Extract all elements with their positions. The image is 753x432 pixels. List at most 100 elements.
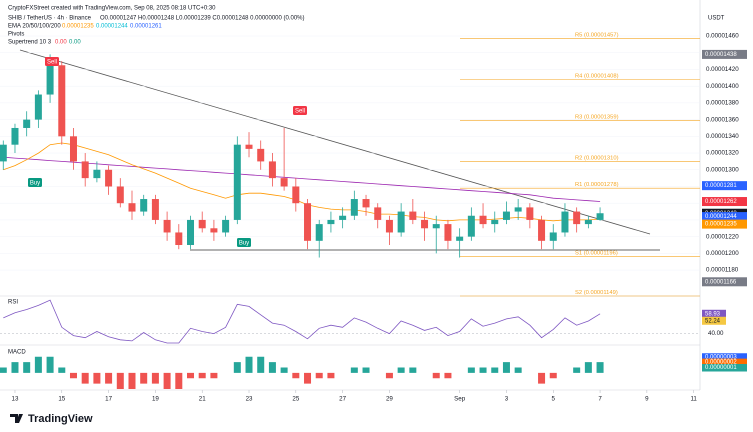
macd-bar (210, 372, 218, 379)
x-tick-label: 9 (645, 396, 649, 403)
candle-body (46, 65, 54, 95)
signal-badge (28, 178, 42, 187)
ema-value: 0.00001244 (96, 24, 128, 30)
price-badge-label: 0.00001244 (705, 214, 737, 220)
y-tick-label: 0.00001420 (706, 66, 739, 73)
candle-body (385, 219, 393, 233)
macd-bar (198, 372, 206, 379)
macd-bar (479, 367, 487, 373)
candle-body (538, 219, 546, 241)
macd-bar (315, 372, 323, 379)
rsi-line (3, 299, 601, 344)
pivot-label: R1 (0.00001278) (575, 182, 619, 188)
candle-body (549, 232, 557, 241)
price-badge (702, 49, 747, 59)
ohlc: O0.00001247 H0.00001248 L0.00001239 C0.0… (100, 16, 305, 22)
supertrend-value: 0.00 (55, 40, 67, 46)
macd-bar (175, 372, 183, 389)
pivot-label: R3 (0.00001359) (575, 114, 619, 120)
macd-bar (0, 367, 7, 373)
candle-body (81, 161, 89, 179)
signal-label: Buy (30, 181, 40, 187)
candle-body (421, 219, 429, 229)
x-tick-label: 19 (152, 396, 159, 403)
candle-body (128, 203, 136, 212)
symbol: SHIB / TetherUS · 4h · Binance (8, 16, 92, 22)
macd-bar (187, 372, 195, 379)
macd-bar (491, 367, 499, 373)
x-tick-label: 11 (690, 396, 697, 403)
y-tick-label: 0.00001220 (706, 233, 739, 240)
macd-bar (584, 362, 592, 373)
candle-body (34, 94, 42, 120)
candle-body (584, 219, 592, 225)
price-badge (702, 181, 747, 191)
candle-body (140, 199, 148, 212)
macd-bar (304, 372, 312, 384)
candle-body (596, 213, 604, 220)
macd-bar (467, 367, 475, 373)
x-tick-label: 15 (58, 396, 65, 403)
x-tick-label: 21 (199, 396, 206, 403)
y-tick-label: 0.00001340 (706, 133, 739, 140)
ema-line (3, 142, 601, 222)
candle-body (257, 148, 265, 162)
macd-bar (140, 372, 148, 384)
macd-badge-label: 0.00000002 (705, 360, 737, 366)
candle-body (233, 144, 241, 220)
price-badge (702, 212, 747, 222)
price-badge-label: 0.00001262 (705, 199, 737, 205)
candle-body (514, 207, 522, 212)
candle-body (304, 203, 312, 241)
logo (10, 414, 23, 423)
macd-badge (702, 364, 747, 372)
candle-body (198, 219, 206, 229)
candle-body (573, 211, 581, 225)
candle-body (175, 232, 183, 246)
candle-body (315, 224, 323, 241)
candle-body (151, 199, 159, 220)
candle-body (0, 144, 7, 162)
x-tick-label: Sep (454, 396, 466, 403)
price-badge (702, 277, 747, 287)
macd-bar (257, 356, 265, 373)
candle-body (444, 224, 452, 241)
y-tick-label: 0.00001460 (706, 33, 739, 40)
supertrend-title: Supertrend 10 3 (8, 40, 52, 46)
candle-body (268, 161, 276, 179)
macd-bar (93, 372, 101, 384)
brand: TradingView (28, 413, 93, 425)
macd-bar (58, 367, 66, 373)
x-tick-label: 23 (246, 396, 253, 403)
y-tick-label: 0.00001360 (706, 116, 739, 123)
rsi-badge-label: 58.93 (705, 311, 721, 317)
macd-bar (397, 367, 405, 373)
candle-body (116, 186, 124, 204)
candle-body (479, 215, 487, 225)
macd-bar (34, 356, 42, 373)
price-badge-label: 0.00001235 (705, 222, 737, 228)
macd-bar (444, 372, 452, 379)
signal-label: Sell (295, 109, 305, 115)
candle-body (280, 178, 288, 187)
x-tick-label: 3 (505, 396, 509, 403)
candle-body (374, 207, 382, 220)
signal-badge (237, 238, 251, 247)
candle-body (23, 119, 31, 128)
candle-body (502, 211, 510, 220)
macd-badge (702, 358, 747, 367)
macd-bar (549, 372, 557, 379)
macd-bar (163, 372, 171, 389)
supertrend-value: 0.00 (69, 40, 81, 46)
price-badge-label: 0.00001166 (705, 279, 737, 285)
macd-bar (292, 372, 300, 379)
x-tick-label: 29 (386, 396, 393, 403)
candle-body (327, 219, 335, 225)
macd-bar (514, 367, 522, 373)
candle-body (409, 211, 417, 220)
macd-bar (105, 372, 113, 384)
macd-bar (362, 367, 370, 373)
candle-body (105, 169, 113, 187)
y-tick-label: 0.00001380 (706, 100, 739, 107)
macd-bar (280, 367, 288, 373)
